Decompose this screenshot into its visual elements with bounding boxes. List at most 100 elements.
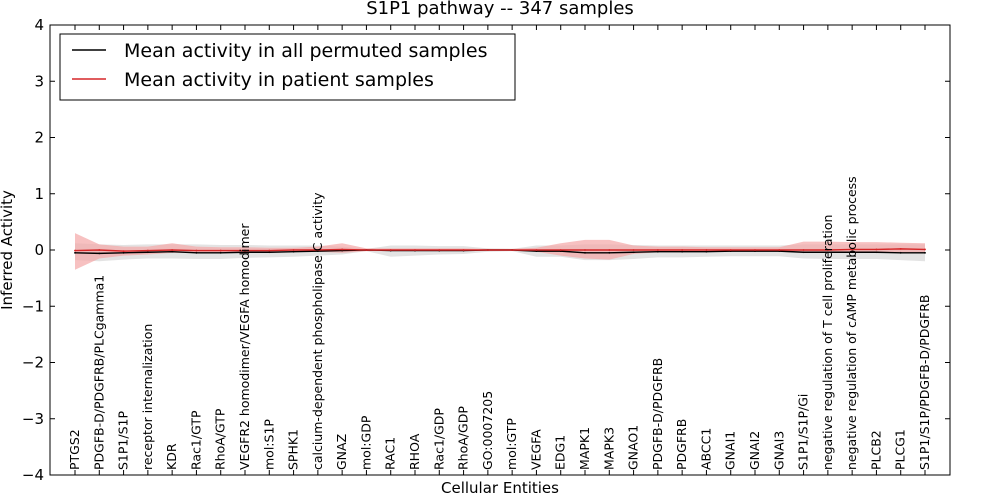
data-point-patient	[875, 248, 878, 251]
data-point-patient	[74, 249, 76, 252]
data-point-patient	[146, 249, 149, 252]
x-category-label: S1P1/S1P/Gi	[796, 394, 811, 470]
x-category-label: S1P1/S1P	[116, 411, 131, 470]
x-category-label: EDG1	[553, 435, 568, 470]
data-point-patient	[462, 249, 465, 251]
y-tick-label: 4	[34, 16, 44, 34]
y-tick-label: 3	[34, 72, 44, 90]
data-point-patient	[632, 249, 635, 251]
x-category-label: calcium-dependent phospholipase C activi…	[310, 192, 325, 470]
data-point-permuted	[584, 251, 586, 254]
series-lines	[74, 247, 926, 255]
y-axis-ticks: −4 −3 −2 −1 0 1 2 3 4	[22, 16, 950, 484]
x-category-label: VEGFR2 homodimer/VEGFA homodimer	[237, 223, 252, 470]
data-point-patient	[389, 249, 392, 251]
data-point-patient	[195, 249, 198, 252]
data-point-patient	[851, 248, 854, 251]
data-point-permuted	[98, 252, 101, 255]
data-point-permuted	[219, 251, 222, 254]
data-point-permuted	[656, 250, 659, 253]
x-category-label: PTGS2	[67, 429, 82, 470]
data-point-permuted	[292, 250, 295, 253]
x-category-label: GNAO1	[626, 425, 641, 470]
x-category-label: mol:GDP	[358, 415, 373, 470]
data-point-patient	[899, 247, 902, 250]
x-category-label: RHOA	[407, 433, 422, 470]
x-category-label: GNAI2	[747, 431, 762, 470]
x-category-label: receptor internalization	[140, 324, 155, 470]
data-point-patient	[802, 249, 805, 251]
x-category-label: negative regulation of cAMP metabolic pr…	[844, 176, 859, 470]
data-point-patient	[244, 249, 246, 252]
x-category-label: RhoA/GTP	[213, 408, 228, 470]
y-tick-label: −1	[22, 297, 44, 315]
data-point-permuted	[875, 251, 878, 254]
data-point-patient	[438, 249, 441, 251]
x-category-label: PLCG1	[893, 429, 908, 470]
x-axis-category-labels: PTGS2 PDGFB-D/PDGFRB/PLCgamma1 S1P1/S1P rec…	[67, 25, 932, 475]
data-point-permuted	[146, 251, 149, 254]
data-point-patient	[486, 249, 489, 251]
data-point-permuted	[608, 251, 611, 254]
x-category-label: VEGFA	[528, 429, 543, 470]
data-point-permuted	[632, 251, 635, 254]
y-tick-label: −3	[22, 410, 44, 428]
data-point-patient	[171, 249, 174, 251]
x-category-label: negative regulation of T cell proliferat…	[820, 215, 835, 470]
x-category-label: GNAZ	[334, 434, 349, 470]
data-point-permuted	[899, 251, 902, 254]
data-point-patient	[219, 249, 222, 252]
x-category-label: ABCC1	[698, 428, 713, 470]
data-point-patient	[341, 248, 344, 251]
y-tick-label: −4	[22, 466, 44, 484]
x-axis-label: Cellular Entities	[441, 479, 559, 497]
x-category-label: mol:GTP	[504, 418, 519, 470]
x-category-label: RhoA/GDP	[456, 406, 471, 470]
legend-label-permuted: Mean activity in all permuted samples	[124, 40, 487, 62]
x-category-label: PDGFRB	[674, 419, 689, 470]
x-category-label: KDR	[164, 443, 179, 470]
series-line-patient	[74, 248, 926, 252]
data-point-patient	[754, 249, 756, 251]
y-tick-label: −2	[22, 354, 44, 372]
data-point-patient	[608, 249, 611, 251]
data-point-permuted	[74, 251, 76, 254]
y-tick-label: 0	[34, 241, 44, 259]
data-point-patient	[924, 248, 926, 251]
y-tick-label: 1	[34, 185, 44, 203]
x-category-label: PDGFB-D/PDGFRB/PLCgamma1	[91, 275, 106, 470]
x-category-label: GO:0007205	[480, 391, 495, 470]
data-point-permuted	[171, 250, 174, 253]
data-point-patient	[292, 249, 295, 251]
data-point-permuted	[802, 251, 805, 254]
x-category-label: Rac1/GDP	[431, 408, 446, 470]
x-category-label: PLCB2	[868, 430, 883, 470]
x-category-label: mol:S1P	[261, 419, 276, 470]
data-point-patient	[559, 249, 562, 251]
x-category-label: MAPK1	[577, 427, 592, 470]
data-point-permuted	[195, 251, 198, 254]
chart-legend: Mean activity in all permuted samples Me…	[59, 33, 516, 101]
y-axis-label: Inferred Activity	[0, 190, 16, 310]
data-point-patient	[705, 249, 708, 251]
data-point-patient	[122, 250, 125, 253]
data-point-patient	[681, 249, 684, 251]
data-point-patient	[511, 249, 514, 251]
data-point-patient	[414, 249, 416, 251]
data-point-patient	[535, 249, 538, 251]
x-category-label: RAC1	[383, 437, 398, 470]
data-point-permuted	[244, 251, 246, 254]
data-point-permuted	[851, 251, 854, 254]
data-point-patient	[778, 249, 781, 251]
legend-box	[59, 33, 516, 101]
data-point-permuted	[826, 251, 829, 254]
data-point-permuted	[122, 251, 125, 254]
data-point-patient	[729, 249, 732, 251]
data-point-patient	[656, 249, 659, 251]
x-category-label: SPHK1	[286, 429, 301, 470]
x-category-label: GNAI1	[723, 431, 738, 470]
data-point-permuted	[924, 251, 926, 254]
x-category-label: Rac1/GTP	[188, 410, 203, 470]
data-point-patient	[98, 249, 101, 251]
